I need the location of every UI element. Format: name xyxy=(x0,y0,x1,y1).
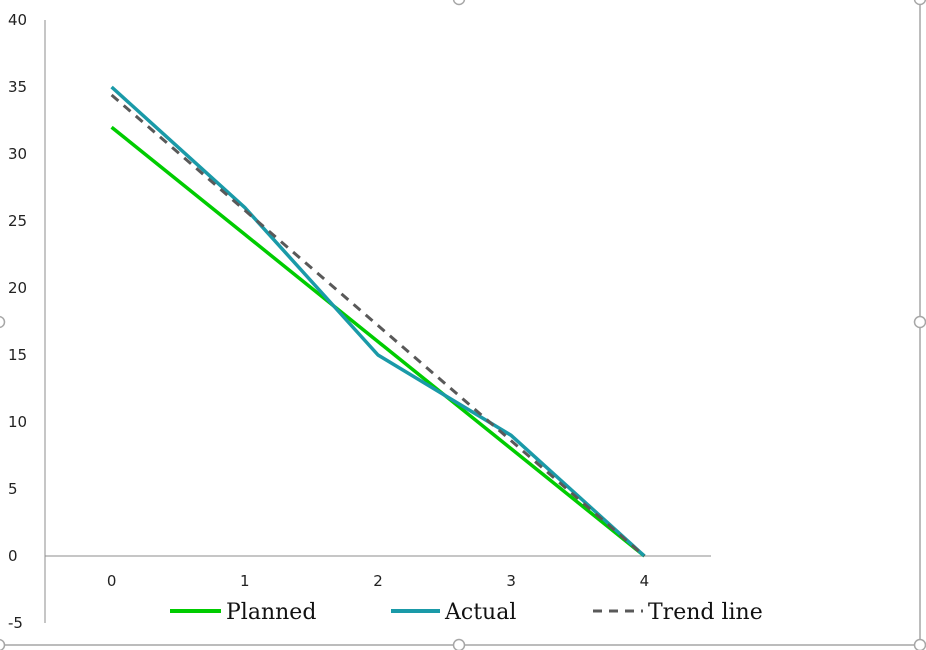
y-tick-label: 15 xyxy=(8,346,27,364)
chart-axes: -5 0 5 10 15 20 25 30 35 40 0 1 2 3 4 xyxy=(8,11,711,632)
resize-handle-bottom-left[interactable] xyxy=(0,638,6,650)
resize-handle-top-right[interactable] xyxy=(913,0,926,6)
legend-label-planned: Planned xyxy=(226,600,316,625)
series-line-planned xyxy=(110,125,646,558)
chart-series xyxy=(110,85,646,558)
legend-label-actual: Actual xyxy=(444,600,516,625)
y-tick-label: -5 xyxy=(8,614,23,632)
resize-handle-left[interactable] xyxy=(0,315,6,329)
legend-label-trend-line: Trend line xyxy=(648,600,763,625)
y-tick-label: 35 xyxy=(8,78,27,96)
y-tick-label: 40 xyxy=(8,11,27,29)
x-tick-label: 1 xyxy=(240,572,250,590)
x-tick-label: 4 xyxy=(640,572,650,590)
legend-item-planned: Planned xyxy=(170,600,316,625)
y-tick-label: 30 xyxy=(8,145,27,163)
y-tick-label: 10 xyxy=(8,413,27,431)
resize-handle-bottom-right[interactable] xyxy=(913,638,926,650)
chart-legend: Planned Actual Trend line xyxy=(170,600,763,625)
series-line-trend-line xyxy=(110,93,646,558)
legend-item-trend-line: Trend line xyxy=(593,600,763,625)
resize-handle-top[interactable] xyxy=(452,0,466,6)
series-line-actual xyxy=(110,85,646,558)
y-tick-label: 0 xyxy=(8,547,18,565)
y-tick-label: 20 xyxy=(8,279,27,297)
x-tick-label: 2 xyxy=(373,572,383,590)
y-tick-label: 5 xyxy=(8,480,18,498)
resize-handle-right[interactable] xyxy=(913,315,926,329)
legend-item-actual: Actual xyxy=(391,600,516,625)
x-tick-label: 3 xyxy=(506,572,516,590)
resize-handle-bottom[interactable] xyxy=(452,638,466,650)
x-tick-label: 0 xyxy=(107,572,117,590)
y-tick-label: 25 xyxy=(8,212,27,230)
